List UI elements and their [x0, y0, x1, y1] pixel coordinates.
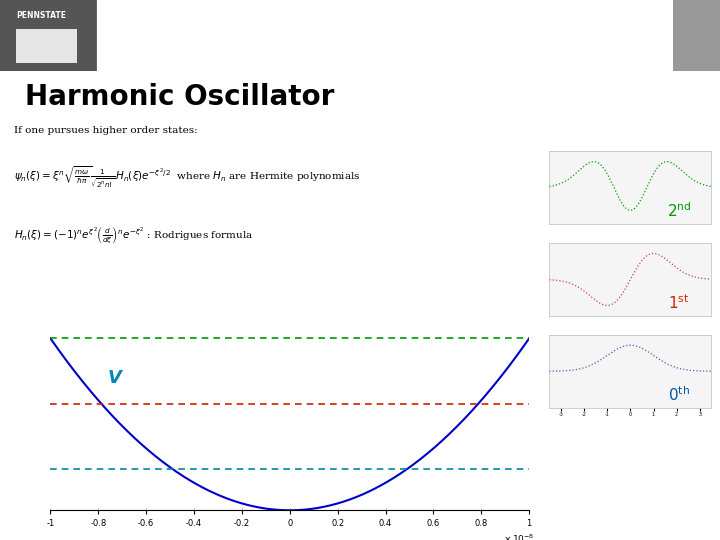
Text: $\psi_n(\xi) = \xi^n \sqrt{\frac{m\omega}{\hbar\pi}} \frac{1}{\sqrt{2^n n!}} H_n: $\psi_n(\xi) = \xi^n \sqrt{\frac{m\omega… [14, 164, 361, 190]
Text: Center for Nanotechnology Education and Utilization: Center for Nanotechnology Education and … [176, 17, 630, 32]
Bar [0, 0, 97, 71]
Text: $\times\,10^{-8}$: $\times\,10^{-8}$ [503, 532, 534, 540]
Text: V: V [108, 368, 122, 387]
Text: $0^{\mathrm{th}}$: $0^{\mathrm{th}}$ [668, 385, 690, 404]
Text: PENNSTATE: PENNSTATE [16, 11, 66, 20]
Text: $1^{\mathrm{st}}$: $1^{\mathrm{st}}$ [668, 293, 690, 312]
Text: Harmonic Oscillator: Harmonic Oscillator [24, 83, 334, 111]
Text: If one pursues higher order states:: If one pursues higher order states: [14, 126, 198, 135]
Bar [16, 29, 77, 63]
Text: $H_n(\xi) = (-1)^n e^{\xi^2} \left(\frac{d}{d\xi}\right)^n e^{-\xi^2}$ : Rodrigu: $H_n(\xi) = (-1)^n e^{\xi^2} \left(\frac… [14, 225, 253, 246]
Text: Pennsylvania's Nanotechnology Innovator!: Pennsylvania's Nanotechnology Innovator! [406, 54, 631, 63]
Text: $2^{\mathrm{nd}}$: $2^{\mathrm{nd}}$ [667, 201, 691, 220]
Bar [673, 0, 720, 71]
